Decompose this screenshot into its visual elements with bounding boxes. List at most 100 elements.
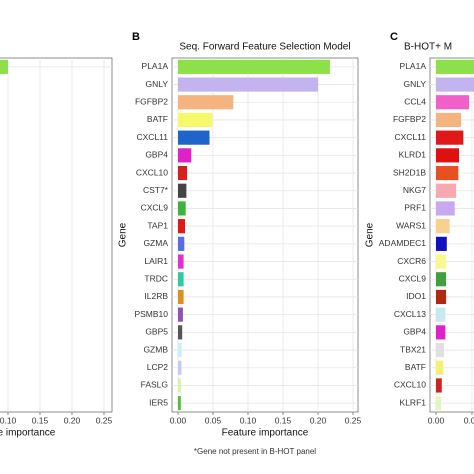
y-tick-label: CXCL11 [395, 132, 427, 142]
plot-panel [429, 57, 474, 413]
bar [178, 59, 330, 74]
y-tick-label: IER5 [149, 397, 168, 407]
y-tick-label: GBP4 [145, 150, 168, 160]
y-tick-label: GZMB [143, 344, 168, 354]
y-axis-label: Gene [365, 222, 376, 247]
y-tick-label: CXCL13 [394, 309, 426, 319]
bar [178, 289, 184, 305]
x-tick-label: 0.15 [32, 415, 49, 425]
x-tick-label: 0.00 [428, 415, 445, 425]
bar [436, 378, 442, 393]
bar [436, 148, 460, 163]
y-tick-label: CXCL11 [137, 132, 169, 142]
y-tick-label: PLA1A [142, 61, 169, 71]
bar [178, 112, 213, 128]
x-tick-label: 0.10 [240, 415, 257, 425]
y-tick-label: FASLG [141, 380, 168, 390]
x-tick-label: 0.00 [170, 415, 187, 425]
y-tick-label: WARS1 [396, 220, 426, 230]
y-tick-label: NKG7 [403, 185, 426, 195]
panel-title: B-HOT+ M [404, 42, 452, 53]
y-tick-label: GBP4 [403, 327, 426, 337]
bar [436, 236, 447, 251]
y-tick-label: FGFBP2 [135, 97, 168, 107]
bar [178, 77, 318, 92]
bar [436, 183, 457, 198]
y-tick-label: KLRD1 [399, 150, 427, 160]
y-axis-label: Gene [118, 222, 129, 247]
y-tick-label: CXCR6 [397, 256, 426, 266]
bar [436, 112, 462, 128]
y-tick-label: KLRF1 [400, 397, 427, 407]
y-tick-label: GNLY [145, 79, 168, 89]
bar [436, 59, 474, 74]
bar [178, 183, 187, 198]
y-tick-label: TRDC [144, 274, 168, 284]
y-tick-label: LCP2 [147, 362, 169, 372]
bar [178, 396, 181, 411]
bar [436, 130, 464, 145]
y-tick-label: GNLY [403, 79, 426, 89]
y-tick-label: CST7* [143, 185, 169, 195]
bar [436, 307, 446, 322]
y-tick-label: GBP5 [145, 327, 168, 337]
bar [436, 272, 447, 287]
bar [436, 77, 474, 92]
bar [178, 325, 183, 340]
bar [436, 254, 447, 269]
x-tick-label: 0.25 [345, 415, 362, 425]
bar [436, 342, 444, 358]
bar [436, 360, 444, 375]
bar [436, 95, 470, 110]
bar [436, 219, 450, 234]
bar [178, 95, 234, 110]
bar [178, 130, 210, 145]
y-tick-label: TBX21 [400, 344, 426, 354]
x-tick-label: 0.10 [0, 415, 17, 425]
y-tick-label: CCL4 [404, 97, 426, 107]
bar [178, 219, 185, 234]
bar [178, 378, 181, 393]
bar [178, 148, 192, 163]
bar [178, 360, 182, 375]
panel-label: B [132, 31, 140, 43]
bar [178, 342, 182, 358]
x-tick-label: 0.05 [464, 415, 474, 425]
x-tick-label: 0.15 [275, 415, 292, 425]
y-tick-label: CXCL9 [141, 203, 169, 213]
bar [178, 307, 183, 322]
x-tick-label: 0.20 [64, 415, 81, 425]
y-tick-label: IL2RB [144, 291, 168, 301]
bar [178, 254, 184, 269]
y-tick-label: CXCL10 [394, 380, 426, 390]
x-axis-label: Feature importance [0, 428, 56, 439]
y-tick-label: GZMA [143, 238, 168, 248]
y-tick-label: CXCL10 [136, 167, 168, 177]
plot-panel [0, 57, 113, 413]
bar [178, 165, 188, 181]
x-tick-label: 0.20 [310, 415, 327, 425]
y-tick-label: FGFBP2 [393, 114, 426, 124]
x-tick-label: 0.25 [96, 415, 113, 425]
plot-panel [171, 57, 359, 413]
x-tick-label: 0.05 [205, 415, 222, 425]
bar [436, 325, 446, 340]
y-tick-label: PRF1 [404, 203, 426, 213]
bar [178, 272, 184, 287]
y-tick-label: LAIR1 [144, 256, 168, 266]
y-tick-label: IDO1 [406, 291, 426, 301]
y-tick-label: PSMB10 [134, 309, 168, 319]
bar [178, 201, 186, 216]
panel-title: Seq. Forward Feature Selection Model [179, 42, 350, 53]
bar [436, 165, 459, 181]
y-tick-label: SH2D1B [393, 167, 426, 177]
y-tick-label: TAP1 [147, 220, 168, 230]
y-tick-label: BATF [405, 362, 426, 372]
y-tick-label: CXCL9 [399, 274, 427, 284]
y-tick-label: BATF [147, 114, 168, 124]
bar [436, 396, 442, 411]
bar [436, 201, 455, 216]
bar [178, 236, 185, 251]
panel-label: C [390, 31, 398, 43]
